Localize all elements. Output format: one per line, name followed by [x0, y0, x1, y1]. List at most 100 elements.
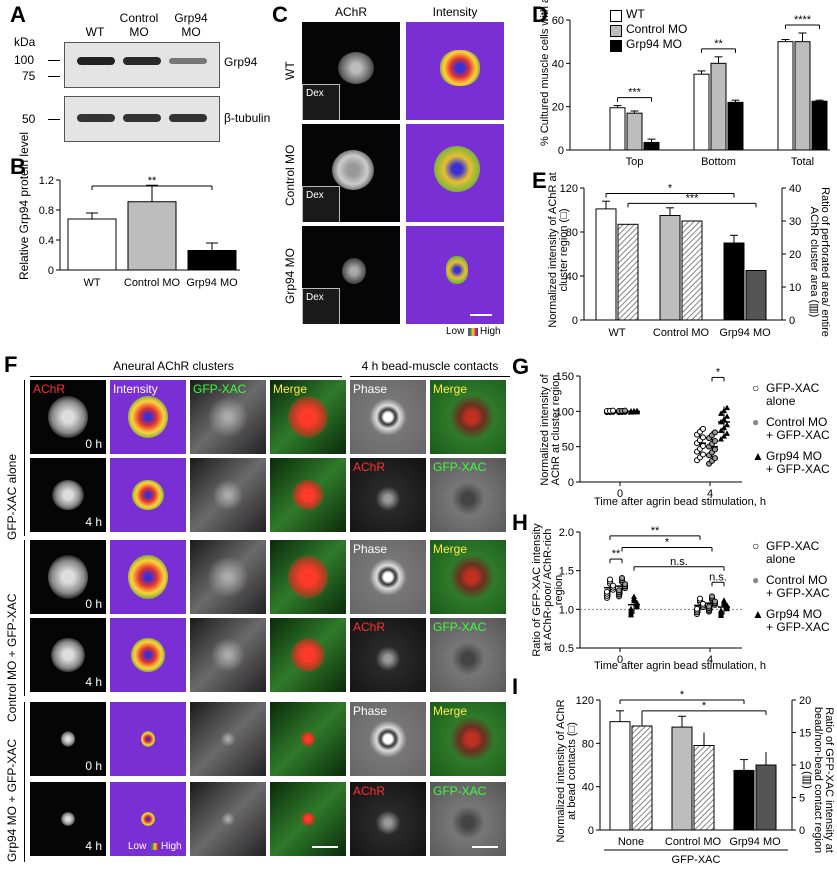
d-xtick-label: Total — [791, 156, 814, 168]
marker-tick-75 — [48, 76, 60, 77]
d-ytick-label: 60 — [552, 15, 564, 27]
chartG-point — [718, 410, 724, 416]
h-sig2-label: ** — [612, 548, 621, 560]
ylabel-h-text: Ratio of GFP-XAC intensity at AChR-poor/… — [531, 523, 565, 657]
f-bead-label: Merge — [433, 382, 468, 396]
panel-label-g: G — [512, 354, 530, 379]
f-bead-r6-c2: GFP-XAC — [430, 782, 506, 856]
chartH-point — [700, 600, 706, 607]
f-tile-r3-c3 — [190, 540, 266, 614]
legend-h-label: + GFP-XAC — [766, 620, 830, 634]
chartG-point — [724, 430, 730, 436]
chartH-xtick-label: 4 — [707, 654, 713, 666]
f-col-label: AChR — [33, 382, 66, 396]
e-ytick-label: 40 — [566, 271, 578, 283]
d-xtick-label: Bottom — [701, 156, 736, 168]
c-heat — [434, 146, 480, 192]
f-bead-label: AChR — [353, 620, 386, 634]
dex-label: Dex — [306, 190, 324, 201]
legend-label: WT — [626, 7, 645, 21]
f-cluster — [288, 555, 328, 599]
band-wt — [77, 57, 115, 65]
i-ytick-label: 0 — [588, 825, 594, 837]
f-cluster — [291, 638, 325, 672]
f-tile-r2-c1: 4 h — [30, 458, 106, 532]
b-xtick-label: WT — [83, 277, 100, 289]
h-sig5-label: n.s. — [709, 571, 727, 583]
d-bar — [777, 41, 794, 151]
ylabel-i: Normalized intensity of AChR at bead con… — [555, 696, 578, 846]
xlabel-h: Time after agrin bead stimulation, h — [594, 660, 767, 672]
d-ytick-label: 20 — [552, 102, 564, 114]
f-bead-label: AChR — [353, 784, 386, 798]
h-sig4-label: n.s. — [670, 556, 688, 568]
chartG-point — [724, 413, 730, 419]
legend-h-label: GFP-XAC — [766, 539, 820, 553]
c-cluster — [338, 52, 374, 84]
chartG-point — [718, 418, 724, 425]
panel-label-e: E — [532, 168, 547, 193]
i-ytick-label: 80 — [582, 738, 594, 750]
e-y2tick-label: 40 — [789, 183, 801, 195]
chartH-point — [631, 593, 637, 600]
chartG-point — [721, 424, 727, 431]
b-xtick-label: Control MO — [124, 277, 181, 289]
panel-label-h: H — [512, 510, 528, 535]
chartG-point — [724, 404, 730, 411]
f-cluster — [52, 480, 84, 510]
d-bar — [794, 41, 811, 151]
f-bead-r1-c2: Merge — [430, 380, 506, 454]
chartH-xtick-label: 0 — [617, 654, 623, 666]
f-bead-r4-c2: GFP-XAC — [430, 618, 506, 692]
f-bead-label: Phase — [353, 704, 388, 718]
f-cluster — [128, 555, 168, 599]
c-high: High — [480, 326, 501, 337]
chartG-point — [721, 416, 727, 422]
f-cluster — [131, 638, 165, 672]
c-heat — [446, 256, 468, 284]
chartH-ytick-label: 1.0 — [559, 604, 574, 616]
f-tile-r4-c3 — [190, 618, 266, 692]
f-bead-r5-c2: Merge — [430, 702, 506, 776]
col-control-1: Control — [119, 11, 159, 25]
i-sig1-label: * — [680, 689, 685, 701]
g-sig-label: * — [716, 366, 721, 378]
d-bar — [643, 141, 660, 151]
c-cluster — [332, 150, 374, 190]
i-y2tick-label: 5 — [799, 793, 805, 805]
f-tile-r3-c2 — [110, 540, 186, 614]
f-bead-r6-c1: AChR — [350, 782, 426, 856]
band-tub-wt — [77, 114, 115, 122]
i-bar-intensity — [671, 726, 693, 831]
f-time-label: 4 h — [85, 515, 102, 529]
e-bar-intensity — [659, 215, 681, 321]
f-time-label: 0 h — [85, 437, 102, 451]
b-xtick-label: Grp94 MO — [186, 277, 238, 289]
chartH-point — [610, 582, 616, 589]
scale-bar-c — [470, 314, 492, 316]
i-sig2-label: * — [702, 700, 707, 712]
f-tile-r5-c3 — [190, 702, 266, 776]
e-xtick-label: Grp94 MO — [719, 327, 771, 339]
c-dex-wt: Dex — [302, 84, 340, 120]
legend-swatch — [610, 10, 622, 22]
legend-g-label: + GFP-XAC — [766, 428, 830, 442]
chartG-point — [724, 421, 730, 428]
f-row3-bracket — [24, 702, 25, 862]
d-sig-label: *** — [628, 87, 642, 99]
blot-tubulin — [64, 96, 220, 142]
marker-tick-50 — [48, 119, 60, 120]
e-ytick-label: 0 — [572, 315, 578, 327]
chart-b: 0 0.4 0.8 1.2 WT Control MO Grp94 MO ** — [39, 175, 240, 289]
panel-label-f: F — [4, 352, 18, 377]
c-col-achr: AChR — [334, 5, 367, 19]
c-row-grp94: Grp94 MO — [283, 247, 297, 304]
chartH-point — [634, 599, 640, 606]
chartG-point — [622, 407, 628, 414]
e-xtick-label: WT — [608, 327, 625, 339]
ylabel-g-text: Normalized intensity of AChR at cluster … — [539, 374, 562, 486]
c-cluster — [342, 258, 366, 284]
chart-h: 0.51.01.52.00 4*****n.s.n.s. — [559, 525, 742, 666]
i-y2tick-label: 0 — [799, 825, 805, 837]
chartH-point — [706, 603, 712, 610]
